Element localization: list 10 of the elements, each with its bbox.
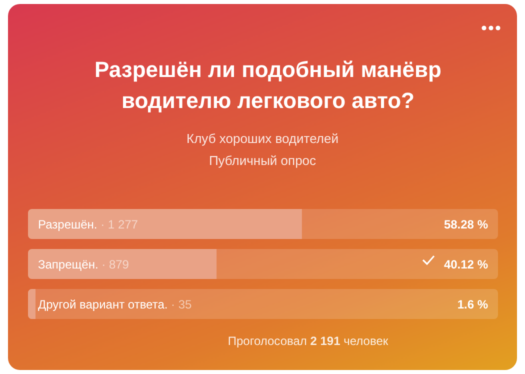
chart-subtitle: Клуб хороших водителей bbox=[186, 131, 340, 146]
y-tick-label: Запрещён. · 879 bbox=[38, 258, 130, 272]
data-label: 58.28 % bbox=[444, 218, 488, 232]
data-label: 1.6 % bbox=[457, 298, 488, 312]
chart-title: Разрешён ли подобный манёвр водителю легкового авто? bbox=[94, 56, 442, 115]
data-label: 40.12 % bbox=[444, 258, 488, 272]
text: Проголосовал 2 191 человек bbox=[226, 334, 390, 348]
y-tick-label: Другой вариант ответа. · 35 bbox=[38, 298, 192, 312]
y-tick-label: Разрешён. · 1 277 bbox=[38, 218, 138, 232]
text: Публичный опрос bbox=[208, 153, 318, 168]
